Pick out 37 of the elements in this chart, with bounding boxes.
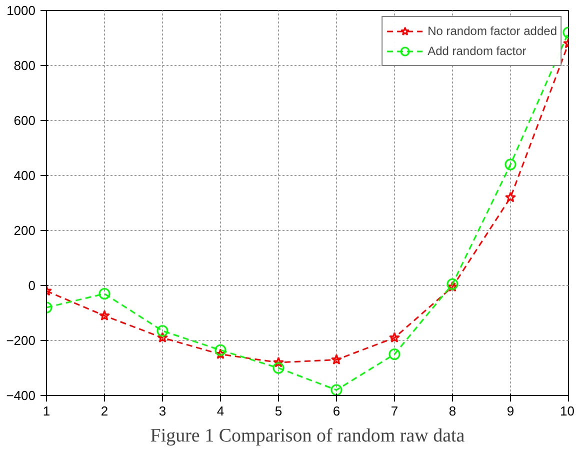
x-tick-label: 1 <box>42 404 50 418</box>
x-tick-label: 8 <box>448 404 456 418</box>
point <box>446 281 458 292</box>
y-tick-label: 800 <box>14 58 36 73</box>
point <box>156 325 168 337</box>
legend-label: Add random factor <box>428 44 526 58</box>
point <box>98 310 110 321</box>
y-tick-label: 1000 <box>6 3 36 18</box>
point <box>330 354 342 365</box>
x-tick-label: 2 <box>100 404 108 418</box>
y-tick-label: 600 <box>14 113 36 128</box>
x-tick-label: 3 <box>158 404 166 418</box>
x-tick-label: 6 <box>332 404 340 418</box>
y-tick-label: 0 <box>28 278 36 293</box>
point <box>330 384 342 396</box>
point <box>98 288 110 300</box>
x-tick-label: 5 <box>274 404 282 418</box>
x-tick-label: 7 <box>390 404 398 418</box>
point <box>156 332 168 343</box>
point <box>388 332 400 343</box>
y-tick-label: −400 <box>6 388 36 403</box>
point <box>504 192 516 202</box>
y-tick-label: −200 <box>6 333 36 348</box>
x-tick-label: 10 <box>560 404 575 418</box>
y-tick-label: 200 <box>14 223 36 238</box>
caption: Figure 1 Comparison of random raw data <box>150 426 466 446</box>
point <box>272 362 284 374</box>
point <box>504 158 516 170</box>
point <box>214 348 226 360</box>
point <box>388 348 400 360</box>
point <box>214 344 226 356</box>
y-tick-label: 400 <box>14 168 36 183</box>
legend-label: No random factor added <box>428 24 557 38</box>
point <box>446 278 458 290</box>
point <box>272 356 284 368</box>
x-tick-label: 4 <box>216 404 224 418</box>
x-tick-label: 9 <box>506 404 514 418</box>
